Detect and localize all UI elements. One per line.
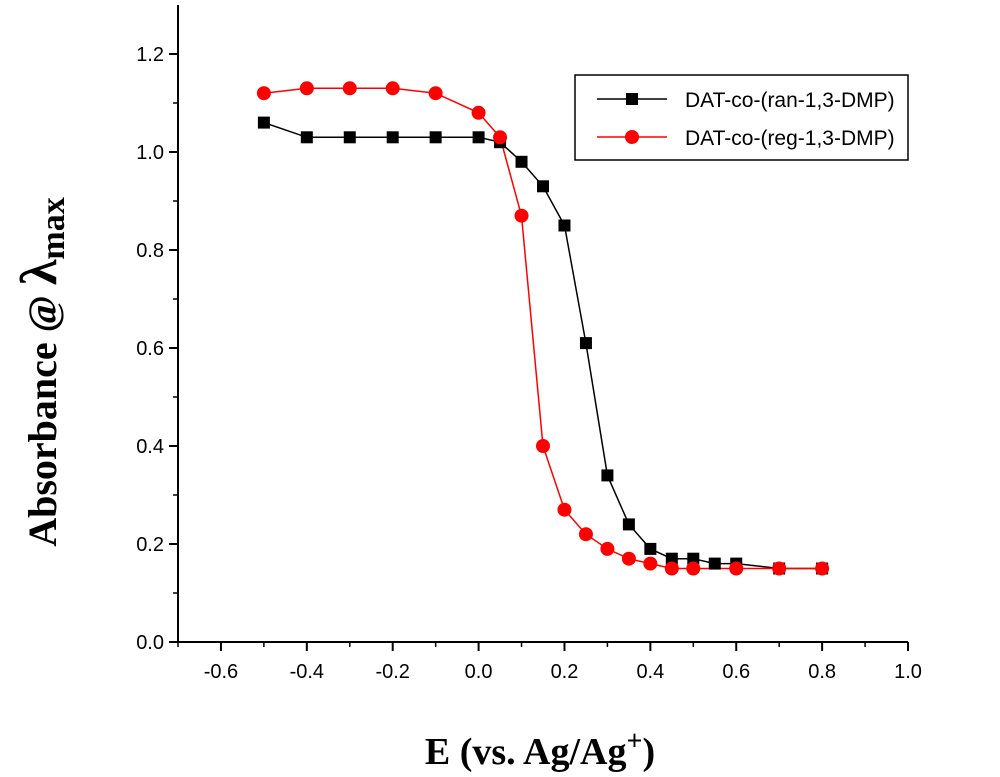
y-tick-label: 0.2 — [136, 534, 164, 556]
data-point-circle — [772, 561, 787, 576]
data-point-circle — [385, 81, 400, 96]
data-point-circle — [299, 81, 314, 96]
data-point-square — [687, 552, 700, 565]
data-point-square — [515, 155, 528, 168]
x-axis-title: E (vs. Ag/Ag+) — [425, 726, 655, 773]
data-point-square — [644, 542, 657, 555]
y-tick-label: 0.6 — [136, 338, 164, 360]
data-point-circle — [471, 105, 486, 120]
data-point-circle — [643, 556, 658, 571]
data-point-square — [343, 131, 356, 144]
x-axis-title-sup: + — [627, 726, 643, 757]
data-point-circle — [621, 551, 636, 566]
data-point-square — [472, 131, 485, 144]
y-axis-title: Absorbance @ λmax — [11, 197, 72, 547]
data-point-square — [257, 116, 270, 129]
x-tick-label: 0.6 — [722, 661, 750, 683]
x-tick-label: -0.4 — [290, 661, 324, 683]
x-tick-label: 0.2 — [551, 661, 579, 683]
data-point-circle — [536, 439, 550, 453]
y-tick-label: 1.0 — [136, 142, 164, 164]
series-layer — [256, 81, 830, 576]
legend: DAT-co-(ran-1,3-DMP) DAT-co-(reg-1,3-DMP) — [574, 74, 909, 161]
legend-marker-circle — [625, 130, 639, 144]
data-point-square — [558, 219, 571, 232]
data-point-circle — [557, 502, 572, 517]
data-point-circle — [514, 208, 529, 223]
legend-label: DAT-co-(reg-1,3-DMP) — [685, 127, 895, 150]
data-point-circle — [493, 130, 508, 145]
axes: 0.0 0.2 0.4 0.6 0.8 1.0 1.2 -0.6 -0.4 -0.2 0.0 0.2 0… — [136, 5, 922, 683]
data-point-square — [601, 469, 614, 482]
legend-label: DAT-co-(ran-1,3-DMP) — [685, 89, 895, 112]
y-tick-label: 1.2 — [136, 44, 164, 66]
data-point-square — [429, 131, 442, 144]
x-tick-label: 0.0 — [465, 661, 493, 683]
data-point-circle — [256, 86, 271, 101]
x-tick-label: -0.6 — [204, 661, 238, 683]
data-point-square — [665, 552, 678, 565]
x-tick-label: 0.4 — [636, 661, 664, 683]
data-point-circle — [686, 561, 701, 576]
y-axis-title-sub: max — [35, 197, 72, 259]
data-point-square — [386, 131, 399, 144]
legend-box — [574, 74, 909, 161]
data-point-square — [579, 337, 592, 350]
data-point-square — [300, 131, 313, 144]
data-point-circle — [428, 86, 443, 101]
y-tick-label: 0.0 — [136, 632, 164, 654]
data-point-square — [622, 518, 635, 531]
legend-marker-square — [626, 93, 638, 105]
x-axis-title-close: ) — [642, 731, 655, 773]
data-point-circle — [600, 541, 615, 556]
data-point-square — [537, 180, 549, 193]
y-tick-label: 0.8 — [136, 240, 164, 262]
data-point-circle — [729, 561, 744, 576]
x-tick-label: 0.8 — [808, 661, 836, 683]
data-point-circle — [664, 561, 679, 576]
data-point-circle — [342, 81, 357, 96]
data-point-circle — [578, 527, 593, 542]
x-tick-label: 1.0 — [894, 661, 922, 683]
y-tick-label: 0.4 — [136, 436, 164, 458]
x-tick-label: -0.2 — [375, 661, 409, 683]
data-point-square — [708, 557, 721, 570]
data-point-circle — [815, 561, 830, 576]
y-axis-title-lambda: λ — [11, 259, 68, 285]
